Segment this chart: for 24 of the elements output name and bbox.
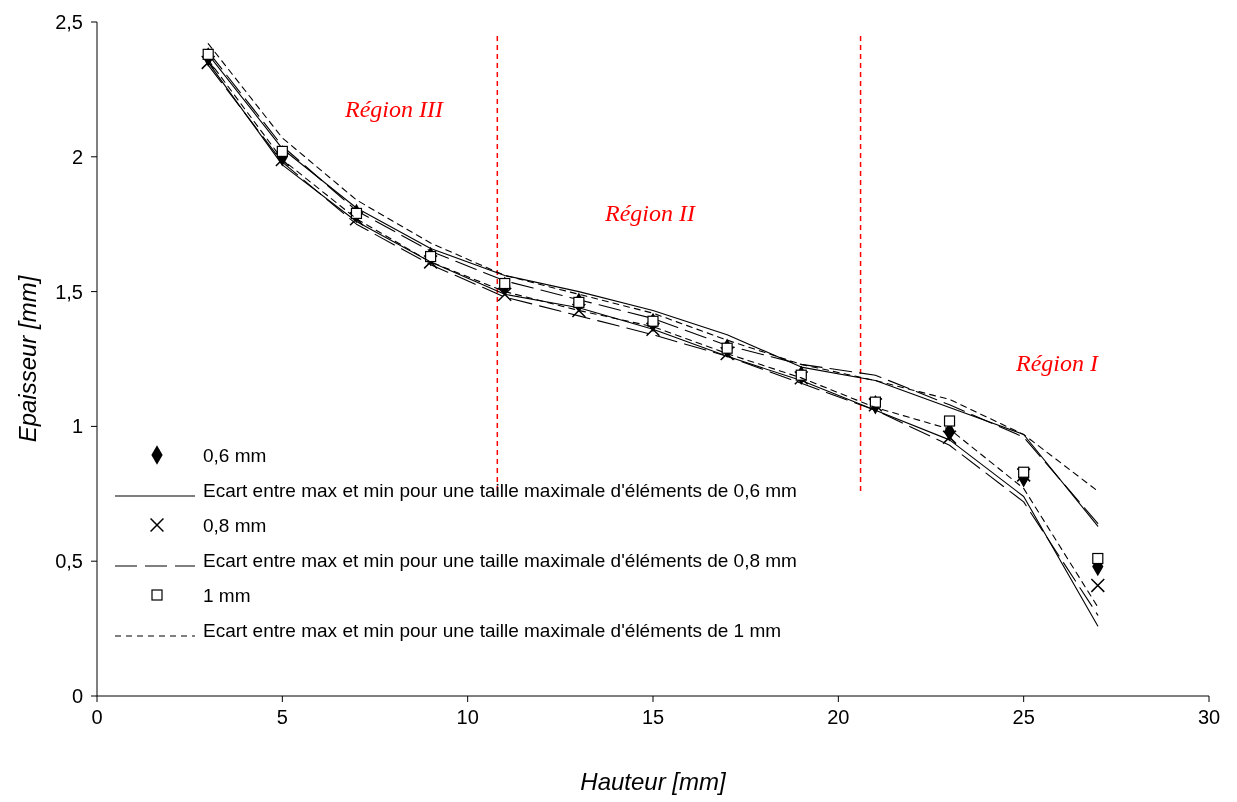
annotation: Région II (604, 200, 696, 226)
legend-label: 0,6 mm (203, 445, 267, 466)
x-tick-label: 15 (641, 706, 665, 728)
x-axis-title: Hauteur [mm] (580, 768, 728, 795)
x-tick-label: 0 (91, 706, 103, 728)
legend-label: Ecart entre max et min pour une taille maximale d'éléments de 0,8 mm (203, 550, 797, 571)
y-tick-label: 0 (71, 685, 83, 707)
y-tick-label: 1 (71, 415, 83, 438)
annotation: Région III (344, 96, 444, 122)
x-tick-label: 10 (456, 706, 479, 728)
legend-label: 0,8 mm (203, 515, 267, 536)
legend-label: 1 mm (203, 585, 251, 606)
x-tick-label: 25 (1012, 706, 1035, 728)
y-tick-label: 2,5 (55, 11, 83, 33)
x-tick-label: 30 (1197, 706, 1221, 728)
legend-label: Ecart entre max et min pour une taille maximale d'éléments de 0,6 mm (203, 480, 797, 501)
x-tick-label: 5 (276, 706, 288, 728)
y-tick-label: 1,5 (55, 280, 83, 303)
y-tick-label: 0,5 (55, 550, 83, 573)
y-axis-title: Epaisseur [mm] (14, 274, 41, 443)
annotation: Région I (1015, 350, 1099, 376)
legend-label: Ecart entre max et min pour une taille maximale d'éléments de 1 mm (203, 620, 782, 641)
y-tick-label: 2 (71, 145, 83, 168)
x-tick-label: 20 (827, 706, 850, 728)
